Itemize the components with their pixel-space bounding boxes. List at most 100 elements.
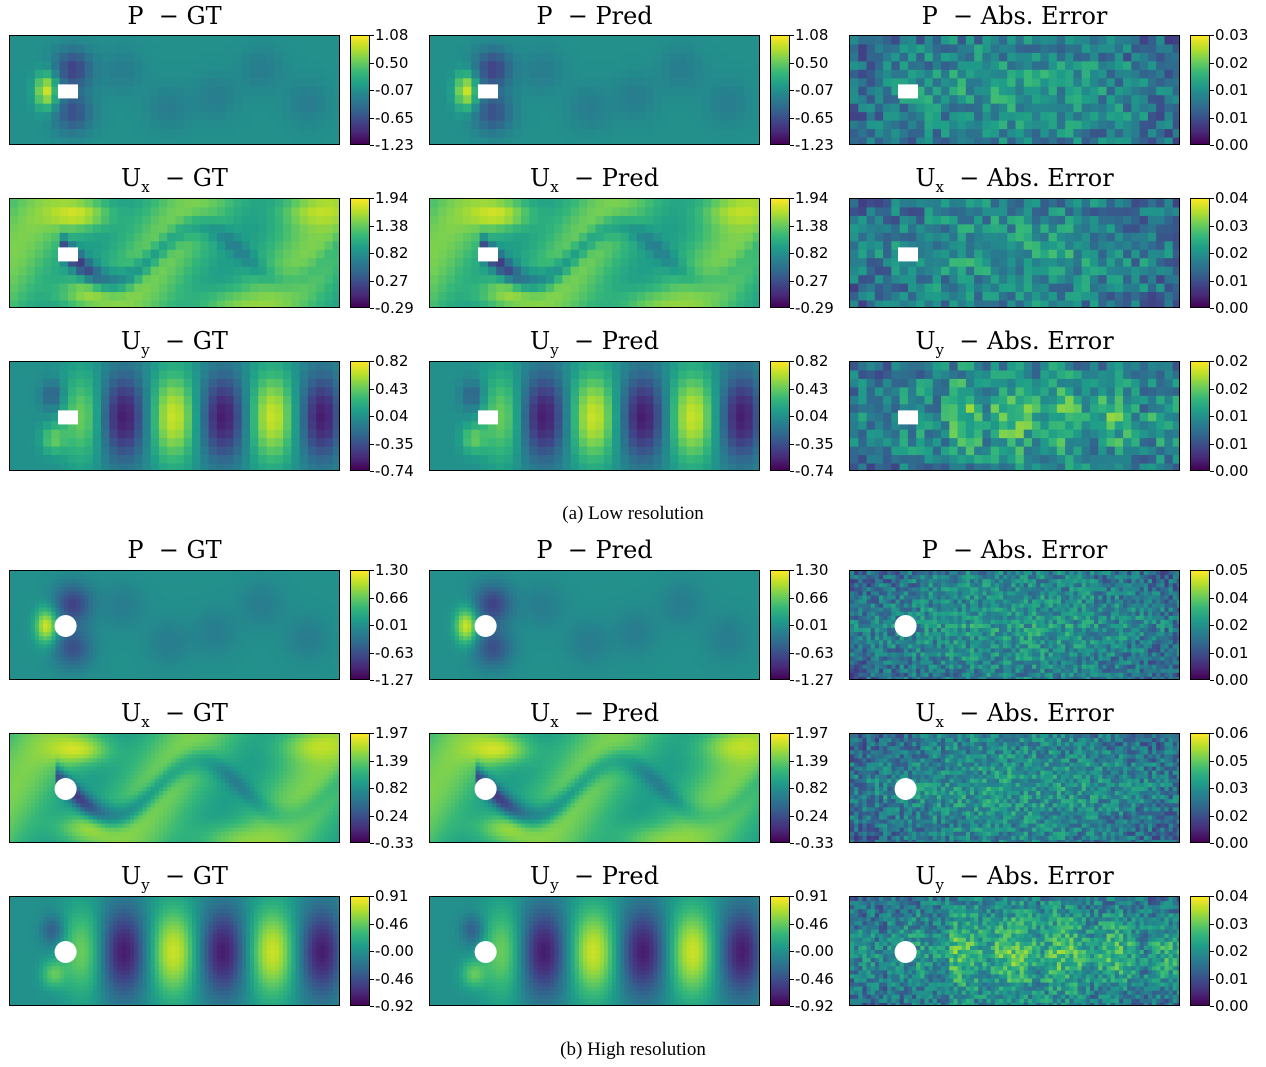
- heatmap-cell: [101, 446, 110, 456]
- heatmap-cell: [1098, 86, 1108, 96]
- heatmap-cell: [941, 275, 950, 285]
- heatmap-cell: [446, 207, 456, 217]
- heatmap-cell: [51, 370, 61, 380]
- heatmap-cell: [225, 78, 235, 88]
- heatmap-cell: [916, 112, 926, 122]
- heatmap-cell: [134, 395, 144, 405]
- heatmap-cell: [874, 44, 884, 54]
- heatmap-cell: [43, 61, 52, 71]
- heatmap-cell: [51, 199, 61, 209]
- heatmap-cell: [10, 370, 19, 380]
- heatmap-cell: [1172, 292, 1179, 302]
- heatmap-cell: [76, 421, 86, 431]
- heatmap-cell: [18, 249, 28, 259]
- heatmap-cell: [324, 292, 334, 302]
- heatmap-cell: [736, 249, 746, 259]
- heatmap-cell: [1081, 78, 1091, 88]
- heatmap-cell: [504, 266, 514, 276]
- heatmap-cell: [225, 61, 235, 71]
- heatmap-cell: [562, 249, 572, 259]
- heatmap-cell: [949, 129, 959, 139]
- heatmap-cell: [34, 36, 44, 46]
- heatmap-cell: [283, 446, 292, 456]
- heatmap-cell: [1123, 300, 1132, 307]
- field-heatmap-svg: [850, 36, 1179, 144]
- obstacle-marker: [897, 84, 918, 99]
- heatmap-cell: [645, 395, 655, 405]
- heatmap-cell: [1073, 395, 1083, 405]
- heatmap-cell: [67, 429, 77, 439]
- heatmap-cell: [744, 78, 754, 88]
- heatmap-cell: [1106, 463, 1116, 470]
- heatmap-cell: [446, 129, 456, 139]
- heatmap-cell: [686, 103, 696, 113]
- heatmap-cell: [307, 129, 317, 139]
- heatmap-cell: [208, 283, 218, 293]
- heatmap-cell: [899, 215, 909, 225]
- heatmap-cell: [686, 300, 696, 307]
- heatmap-cell: [1131, 378, 1141, 388]
- heatmap-cell: [866, 36, 876, 46]
- heatmap-cell: [587, 455, 597, 465]
- heatmap-cell: [479, 232, 489, 242]
- heatmap-cell: [51, 275, 61, 285]
- heatmap-cell: [249, 575, 255, 580]
- heatmap-cell: [266, 438, 276, 448]
- heatmap-cell: [899, 241, 909, 251]
- heatmap-cell: [496, 207, 506, 217]
- heatmap-cell: [26, 103, 36, 113]
- heatmap-cell: [1081, 249, 1091, 259]
- heatmap-cell: [858, 103, 868, 113]
- heatmap-cell: [1073, 362, 1083, 372]
- heatmap-cell: [299, 300, 309, 307]
- heatmap-cell: [10, 241, 19, 251]
- heatmap-cell: [167, 44, 177, 54]
- heatmap-cell: [479, 36, 489, 46]
- heatmap-cell: [562, 275, 572, 285]
- heatmap-cell: [866, 103, 876, 113]
- heatmap-cell: [899, 421, 909, 431]
- heatmap-cell: [332, 429, 339, 439]
- heatmap-cell: [92, 387, 102, 397]
- heatmap-cell: [620, 292, 630, 302]
- heatmap-cell: [496, 292, 506, 302]
- heatmap-cell: [1007, 283, 1017, 293]
- heatmap-cell: [430, 283, 439, 293]
- heatmap-cell: [258, 404, 268, 414]
- heatmap-cell: [521, 207, 530, 217]
- heatmap-cell: [142, 292, 152, 302]
- heatmap-cell: [51, 571, 57, 576]
- heatmap-cell: [932, 199, 942, 209]
- heatmap-cell: [1073, 69, 1083, 79]
- heatmap-cell: [719, 395, 729, 405]
- heatmap-cell: [1089, 120, 1099, 130]
- heatmap-cell: [454, 266, 464, 276]
- heatmap-cell: [1098, 199, 1108, 209]
- heatmap-cell: [512, 412, 522, 422]
- heatmap-cell: [661, 378, 671, 388]
- heatmap-cell: [1114, 421, 1124, 431]
- heatmap-cell: [661, 412, 671, 422]
- heatmap-cell: [1081, 421, 1091, 431]
- heatmap-cell: [34, 300, 44, 307]
- heatmap-cell: [258, 249, 268, 259]
- heatmap-cell: [694, 232, 704, 242]
- heatmap-cell: [192, 292, 201, 302]
- heatmap-cell: [744, 215, 754, 225]
- heatmap-cell: [117, 224, 127, 234]
- heatmap-cell: [924, 266, 934, 276]
- heatmap-cell: [570, 370, 580, 380]
- heatmap-cell: [446, 455, 456, 465]
- heatmap-cell: [899, 224, 909, 234]
- heatmap-cell: [125, 95, 135, 105]
- heatmap-cell: [636, 421, 646, 431]
- heatmap-cell: [274, 455, 284, 465]
- heatmap-cell: [167, 412, 177, 422]
- heatmap-cell: [1147, 404, 1157, 414]
- heatmap-cell: [866, 137, 876, 144]
- heatmap-cell: [299, 232, 309, 242]
- heatmap-cell: [183, 300, 193, 307]
- heatmap-cell: [84, 120, 94, 130]
- heatmap-cell: [167, 429, 177, 439]
- heatmap-cell: [703, 370, 712, 380]
